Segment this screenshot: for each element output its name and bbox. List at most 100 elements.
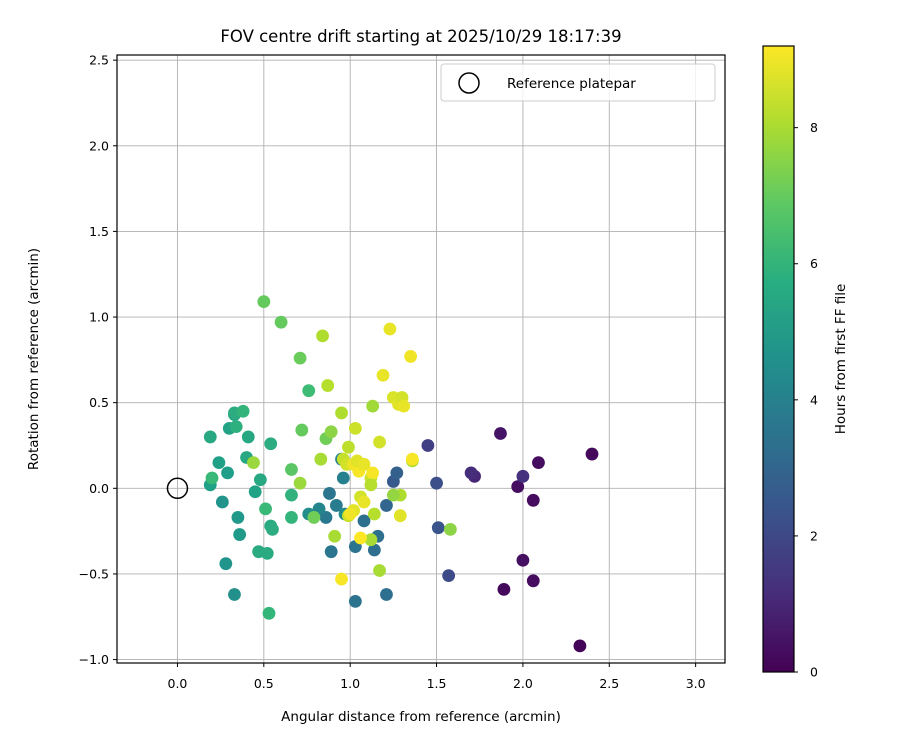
data-point — [335, 406, 348, 420]
data-point — [247, 456, 260, 470]
data-point — [264, 437, 278, 451]
y-tick-label: 0.5 — [89, 395, 109, 410]
legend-box — [440, 63, 716, 102]
x-tick-label: 1.0 — [340, 676, 360, 691]
x-tick-label: 1.5 — [427, 676, 447, 691]
data-point — [573, 639, 587, 653]
data-point — [431, 521, 445, 535]
data-point — [321, 379, 335, 392]
data-point — [364, 533, 378, 547]
colorbar-tick-label: 2 — [810, 528, 818, 543]
data-point — [367, 543, 381, 557]
data-point — [319, 511, 333, 524]
colorbar-ticks: 0 2 4 6 8 — [794, 120, 818, 680]
colorbar-label: Hours from first FF file — [833, 284, 849, 435]
data-point — [293, 351, 307, 365]
data-point — [526, 493, 540, 507]
data-point — [293, 476, 307, 490]
data-point — [373, 564, 386, 577]
data-point — [397, 399, 411, 413]
data-point — [404, 350, 418, 363]
data-point — [253, 473, 267, 487]
y-tick-label: 1.0 — [89, 310, 109, 325]
x-tick-label: 2.0 — [513, 676, 533, 691]
data-point — [430, 476, 443, 490]
data-point — [260, 546, 274, 560]
data-point — [380, 588, 393, 601]
x-tick-label: 2.5 — [599, 676, 619, 691]
data-point — [285, 463, 298, 476]
data-point — [383, 322, 397, 336]
data-point — [443, 523, 457, 536]
x-axis-label: Angular distance from reference (arcmin) — [281, 709, 561, 725]
data-point — [328, 529, 342, 543]
data-point — [532, 456, 545, 470]
data-point — [205, 471, 219, 485]
x-tick-label: 0.5 — [254, 676, 274, 691]
data-point — [421, 439, 435, 452]
data-point — [357, 495, 371, 509]
data-point — [393, 509, 407, 523]
data-point — [442, 569, 456, 583]
data-point — [386, 488, 400, 502]
colorbar-tick-label: 4 — [810, 392, 818, 407]
data-point — [314, 452, 328, 466]
y-tick-label: −1.0 — [79, 652, 109, 667]
y-tick-label: −0.5 — [79, 566, 109, 581]
data-points — [166, 295, 599, 653]
data-point — [212, 456, 226, 470]
plot-frame — [116, 54, 726, 664]
data-point — [259, 502, 272, 516]
reference-platepar-marker — [166, 477, 189, 500]
data-point — [511, 480, 525, 493]
data-point — [231, 511, 245, 524]
data-point — [373, 435, 386, 449]
data-point — [324, 425, 338, 439]
data-point — [203, 430, 217, 444]
data-point — [215, 495, 229, 509]
colorbar-tick-label: 6 — [810, 256, 818, 271]
data-point — [526, 574, 540, 588]
data-point — [376, 368, 390, 382]
data-point — [366, 466, 380, 480]
data-point — [357, 457, 371, 471]
data-point — [302, 384, 316, 398]
y-tick-label: 2.5 — [89, 53, 109, 68]
data-point — [307, 511, 321, 524]
data-point — [262, 606, 276, 620]
data-point — [342, 440, 355, 454]
data-point — [335, 572, 348, 586]
y-tick-label: 2.0 — [89, 138, 109, 153]
data-point — [295, 423, 309, 437]
data-point — [274, 315, 288, 329]
data-point — [348, 594, 362, 608]
data-point — [366, 399, 380, 413]
data-point — [354, 531, 367, 545]
data-point — [405, 452, 419, 466]
x-tick-label: 3.0 — [686, 676, 706, 691]
data-point — [233, 528, 247, 541]
data-point — [257, 295, 271, 309]
data-point — [248, 485, 262, 499]
axis-ticks: 0.0 0.5 1.0 1.5 2.0 2.5 3.0 −1.0 −0.5 0.0 0.5 1.0 1.… — [79, 53, 706, 691]
data-point — [236, 404, 250, 418]
data-point — [228, 588, 241, 601]
y-tick-label: 0.0 — [89, 481, 109, 496]
legend-entry-reference: Reference platepar — [507, 76, 636, 92]
data-point — [323, 487, 336, 500]
data-point — [336, 471, 350, 485]
data-point — [494, 427, 507, 440]
data-point — [221, 466, 234, 480]
data-point — [497, 582, 511, 596]
data-point — [390, 466, 404, 480]
data-point — [380, 499, 393, 512]
grid-lines — [117, 55, 725, 663]
y-axis-label: Rotation from reference (arcmin) — [26, 248, 42, 470]
data-point — [285, 488, 298, 502]
x-tick-label: 0.0 — [168, 676, 188, 691]
data-point — [357, 514, 371, 528]
colorbar-tick-label: 0 — [810, 665, 818, 680]
data-point — [219, 557, 233, 571]
data-point — [367, 507, 381, 521]
